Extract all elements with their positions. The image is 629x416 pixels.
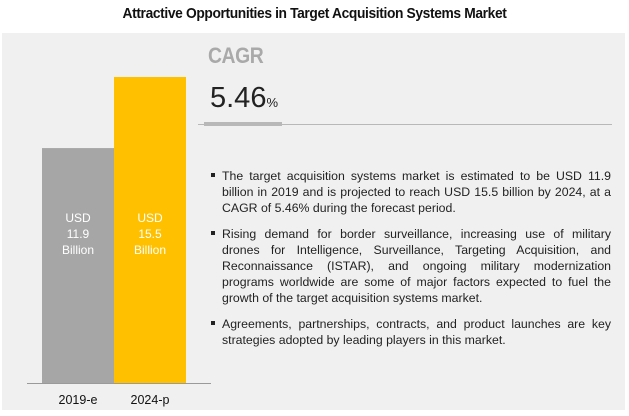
highlight-item: The target acquisition systems market is…: [211, 168, 611, 216]
cagr-label: CAGR: [208, 43, 264, 68]
cagr-value: 5.46%: [210, 82, 278, 115]
cagr-unit: %: [266, 95, 279, 110]
data-label-2024-p: 15.5: [138, 227, 162, 241]
chart-title: Attractive Opportunities in Target Acqui…: [122, 5, 507, 22]
data-label-2019-e: 11.9: [67, 227, 90, 241]
data-label-2024-p: Billion: [134, 243, 166, 257]
divider-line: [198, 124, 612, 125]
highlight-item: Rising demand for border surveillance, i…: [211, 226, 611, 306]
data-label-2019-e: Billion: [62, 243, 94, 257]
bar-2024-p: [114, 77, 186, 383]
highlight-text: The target acquisition systems market is…: [222, 169, 611, 215]
data-label-2019-e: USD: [65, 211, 91, 225]
x-tick-label: 2019-e: [59, 393, 98, 407]
divider-accent: [204, 122, 282, 126]
highlights-list: The target acquisition systems market is…: [211, 168, 611, 358]
bullet-icon: [211, 173, 215, 177]
data-label-2024-p: USD: [137, 211, 163, 225]
highlight-text: Rising demand for border surveillance, i…: [222, 227, 611, 305]
bullet-icon: [211, 231, 215, 235]
bullet-icon: [211, 321, 215, 325]
highlight-item: Agreements, partnerships, contracts, and…: [211, 316, 611, 348]
bar-2019-e: [42, 148, 114, 383]
x-tick-label: 2024-p: [131, 393, 170, 407]
highlight-text: Agreements, partnerships, contracts, and…: [222, 317, 611, 347]
cagr-number: 5.46: [210, 82, 267, 114]
